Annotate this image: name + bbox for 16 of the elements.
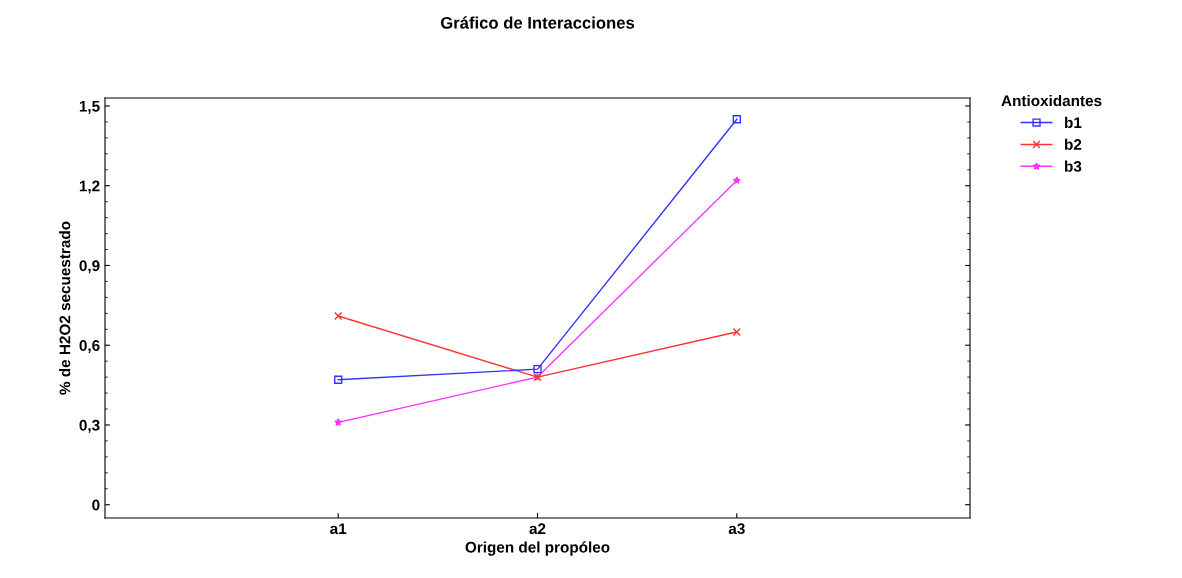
legend-title: Antioxidantes <box>1001 94 1102 107</box>
y-tick-label: 0,9 <box>79 260 100 274</box>
y-tick-label: 0,3 <box>79 419 100 433</box>
y-tick-label: 0 <box>92 499 100 511</box>
x-tick-label: a1 <box>330 523 347 535</box>
y-tick-label: 1,5 <box>79 101 100 114</box>
legend-label: b2 <box>1065 138 1082 150</box>
y-tick-label: 1,2 <box>79 180 100 194</box>
chart-title: Gráfico de Interacciones <box>440 16 635 29</box>
legend-label: b3 <box>1065 160 1082 172</box>
legend-label: b1 <box>1065 116 1082 129</box>
y-axis-title: % de H2O2 secuestrado <box>59 221 71 395</box>
y-tick-label: 0,6 <box>79 340 100 354</box>
x-tick-label: a2 <box>529 523 546 535</box>
x-tick-label: a3 <box>728 523 745 535</box>
x-axis-title: Origen del propóleo <box>465 541 610 556</box>
